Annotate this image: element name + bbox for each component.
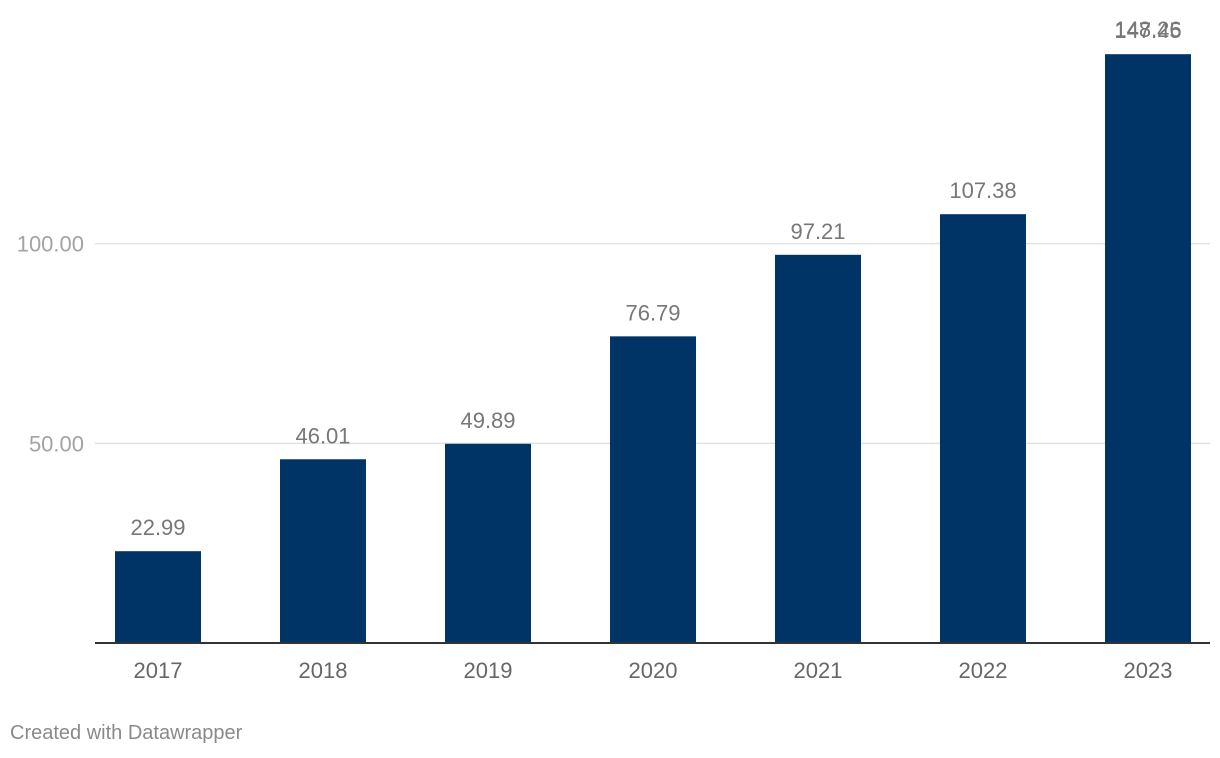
x-tick-label: 2018 [299,658,348,683]
bar-chart: 50.00 100.00 22.99 46.01 49.89 76.79 97.21 107… [17,17,1210,683]
data-label: 76.79 [625,300,680,325]
y-axis-ticks: 50.00 100.00 [17,232,84,457]
x-tick-label: 2019 [464,658,513,683]
bar [775,254,861,644]
bar [610,336,696,643]
data-label: 147.45 [1114,18,1181,43]
data-labels: 22.99 46.01 49.89 76.79 97.21 107.38 147.45148… [130,17,1181,540]
x-axis-ticks: 2017 2018 2019 2020 2021 2022 2023 [134,658,1173,683]
data-label: 107.38 [949,178,1016,203]
datawrapper-credit: Created with Datawrapper [10,722,243,744]
data-label: 49.89 [460,408,515,433]
y-tick-label: 100.00 [17,232,84,257]
data-label: 46.01 [295,423,350,448]
x-tick-label: 2020 [629,658,678,683]
bars [115,54,1191,644]
bar [940,214,1026,643]
bar [115,551,201,643]
bar [445,443,531,643]
x-tick-label: 2023 [1124,658,1173,683]
data-label: 97.21 [790,219,845,244]
bar [1105,54,1191,644]
x-tick-label: 2017 [134,658,183,683]
bar [280,459,366,643]
x-tick-label: 2021 [794,658,843,683]
data-label-overlap: 148.26 [1114,17,1181,42]
y-tick-label: 50.00 [29,431,84,456]
x-tick-label: 2022 [959,658,1008,683]
data-label: 22.99 [130,515,185,540]
